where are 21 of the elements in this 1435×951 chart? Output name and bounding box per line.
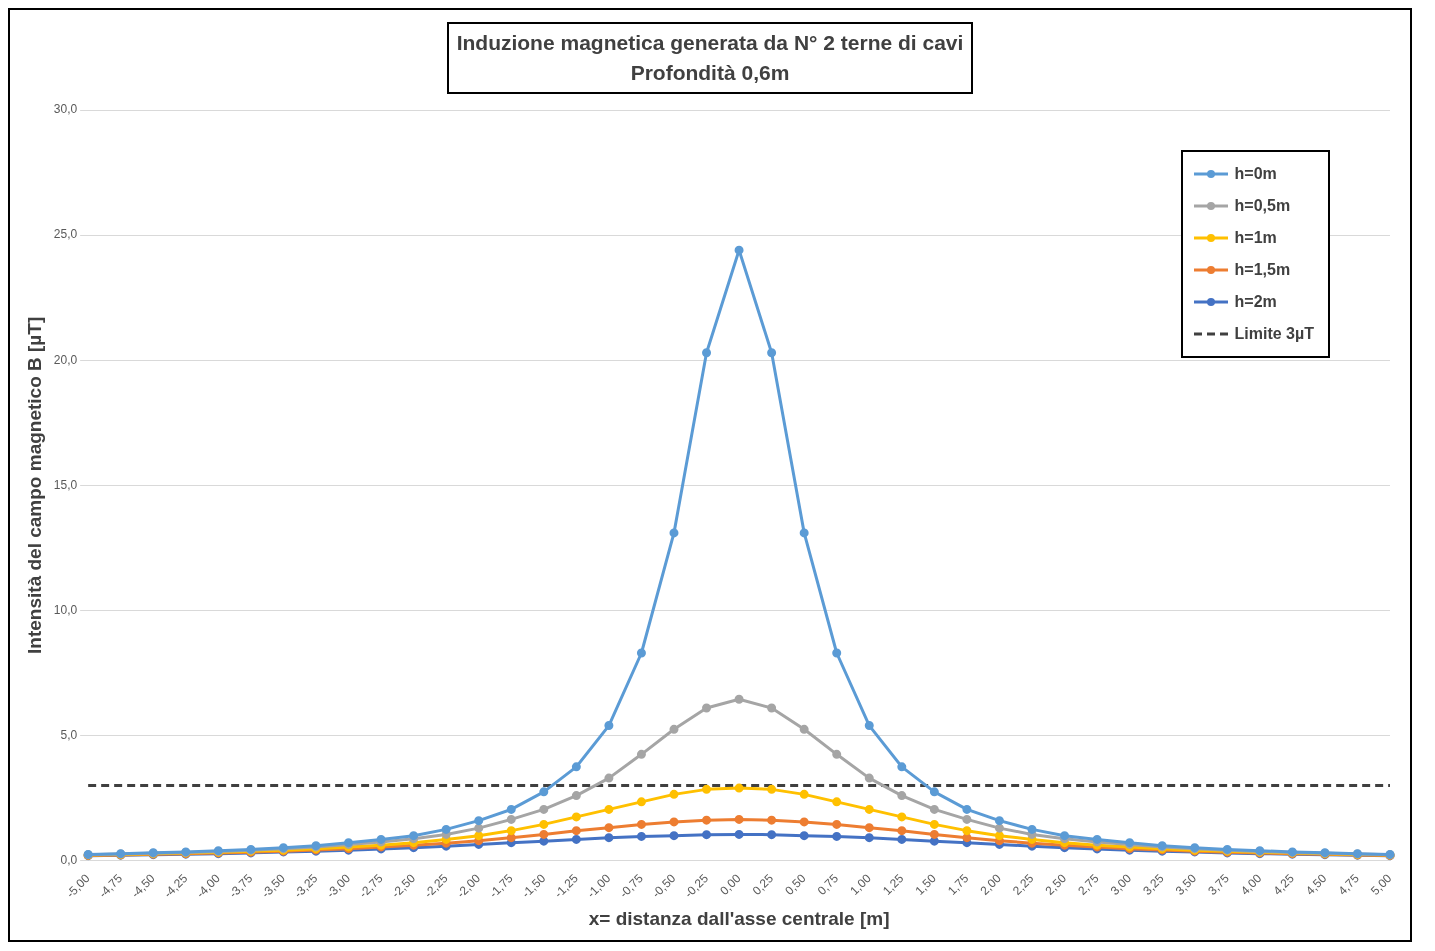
- legend-label: h=2m: [1234, 293, 1277, 311]
- x-tick-label: 4,25: [1270, 871, 1298, 898]
- y-tick-label: 20,0: [53, 352, 78, 367]
- legend-label: h=0m: [1234, 165, 1277, 183]
- y-tick-label: 30,0: [53, 102, 78, 117]
- legend-label: h=1,5m: [1234, 261, 1291, 279]
- y-tick-label: 15,0: [53, 477, 78, 492]
- legend-label: h=1m: [1234, 229, 1277, 247]
- y-tick-label: 0,0: [60, 852, 78, 867]
- chart-title: Induzione magnetica generata da N° 2 terne di cavi: [456, 30, 964, 56]
- y-axis-title: Intensità del campo magnetico B [µT]: [23, 316, 45, 654]
- x-tick-label: 4,50: [1302, 871, 1330, 898]
- y-tick-label: 5,0: [60, 727, 78, 742]
- chart-subtitle: Profondità 0,6m: [629, 60, 791, 86]
- x-axis-title: x= distanza dall'asse centrale [m]: [588, 907, 890, 929]
- x-tick-label: 4,75: [1335, 871, 1363, 898]
- x-tick-label: 4,00: [1237, 871, 1265, 898]
- y-tick-label: 10,0: [53, 602, 78, 617]
- legend-label: h=0,5m: [1234, 197, 1291, 215]
- y-tick-label: 25,0: [53, 227, 78, 242]
- legend-label: Limite 3µT: [1234, 325, 1314, 343]
